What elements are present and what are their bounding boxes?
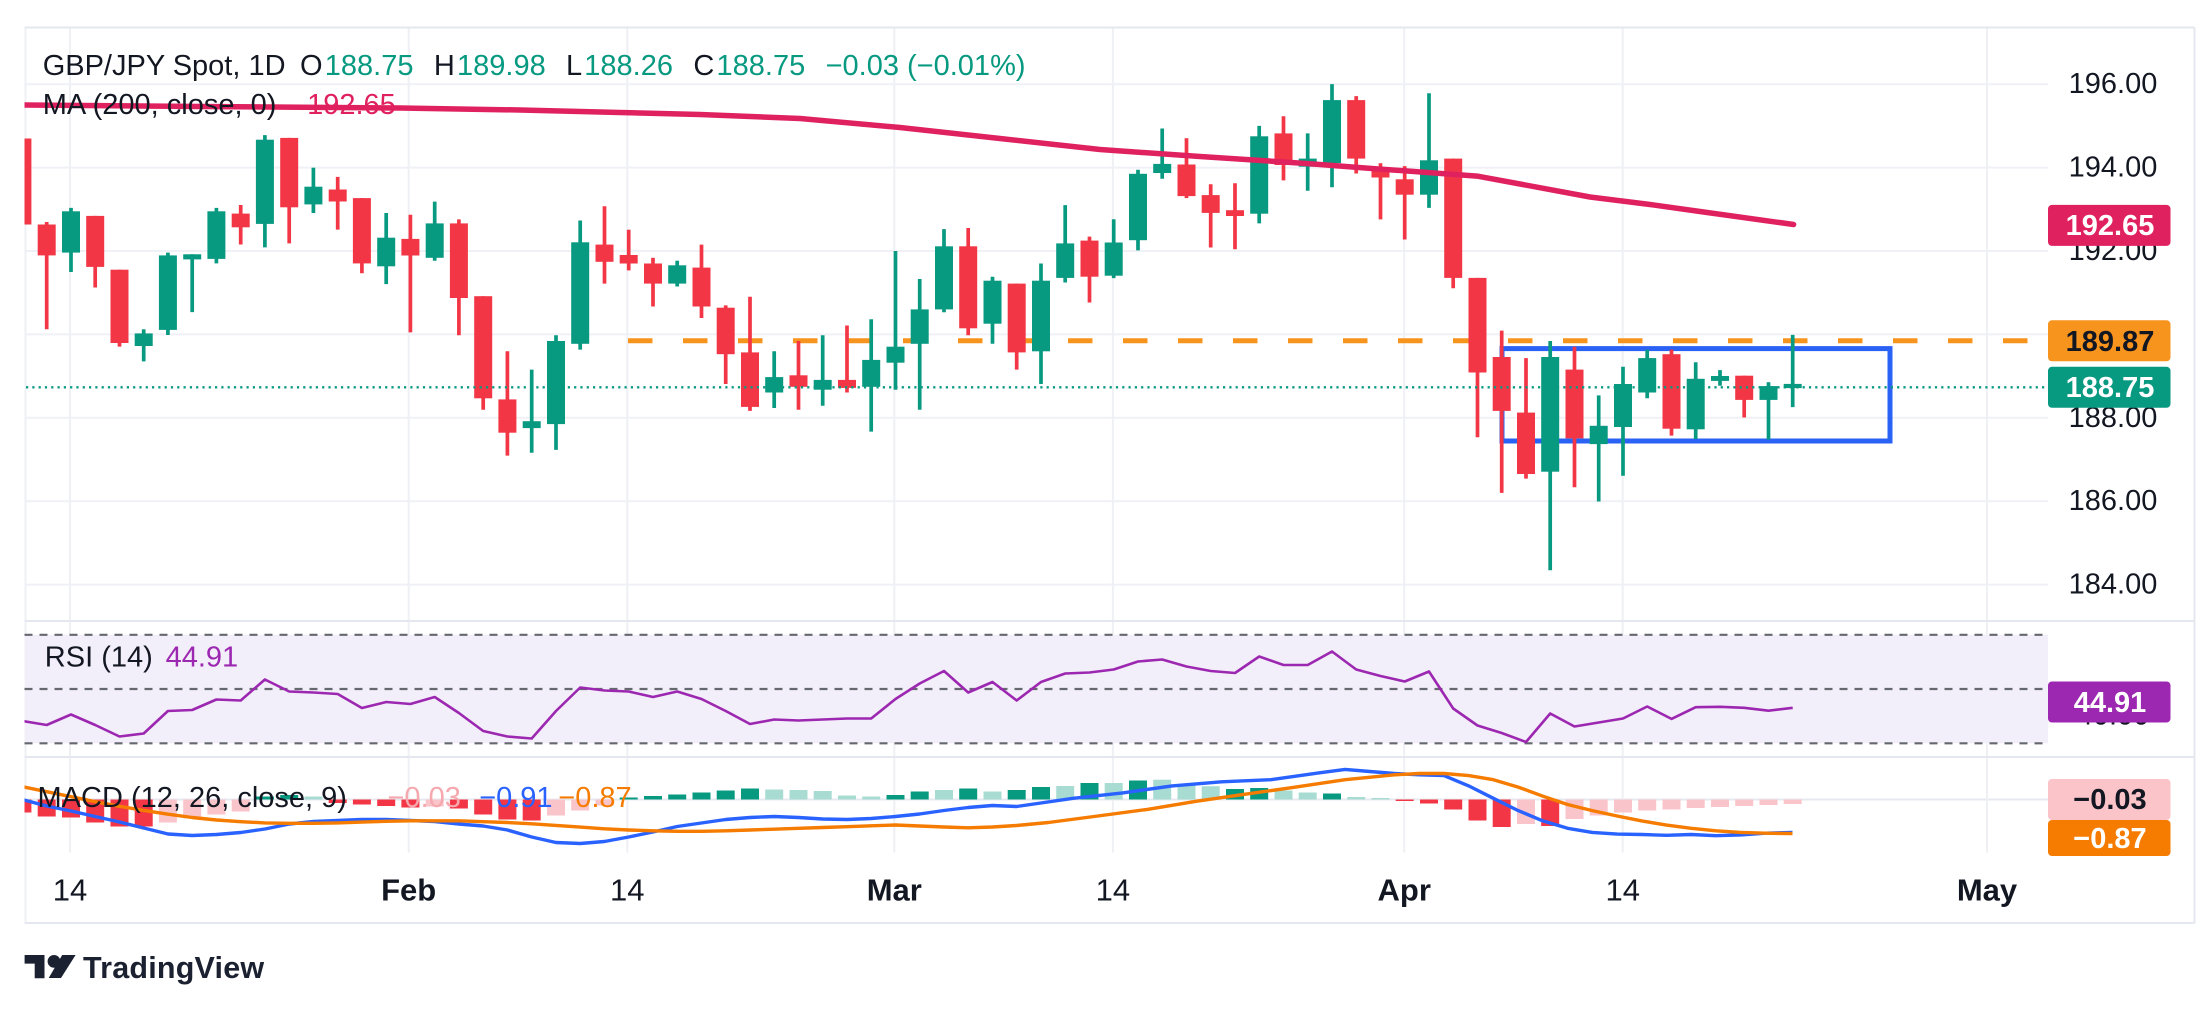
svg-text:RSI (14): RSI (14) (45, 642, 153, 674)
svg-text:14: 14 (53, 873, 87, 908)
svg-text:Apr: Apr (1378, 873, 1431, 908)
svg-text:189.87: 189.87 (2066, 326, 2155, 358)
svg-text:196.00: 196.00 (2069, 68, 2158, 100)
svg-text:186.00: 186.00 (2069, 485, 2158, 517)
svg-text:−0.87: −0.87 (2073, 823, 2146, 855)
svg-text:−0.87: −0.87 (558, 782, 631, 814)
svg-text:−0.03: −0.03 (388, 782, 461, 814)
svg-text:14: 14 (1605, 873, 1639, 908)
svg-text:Mar: Mar (867, 873, 922, 908)
svg-text:MACD (12, 26, close, 9): MACD (12, 26, close, 9) (38, 782, 347, 814)
svg-text:May: May (1957, 873, 2018, 908)
svg-text:−0.03 (−0.01%): −0.03 (−0.01%) (826, 50, 1026, 82)
svg-text:184.00: 184.00 (2069, 569, 2158, 601)
svg-text:188.26: 188.26 (584, 50, 673, 82)
svg-text:194.00: 194.00 (2069, 152, 2158, 184)
svg-text:MA (200, close, 0): MA (200, close, 0) (43, 89, 277, 121)
svg-text:188.75: 188.75 (717, 50, 806, 82)
svg-text:C: C (693, 50, 714, 82)
svg-text:O: O (300, 50, 323, 82)
svg-text:188.75: 188.75 (325, 50, 414, 82)
svg-text:−0.91: −0.91 (479, 782, 552, 814)
svg-text:192.65: 192.65 (307, 89, 396, 121)
svg-text:TradingView: TradingView (83, 951, 264, 985)
svg-text:14: 14 (610, 873, 644, 908)
svg-text:−0.03: −0.03 (2073, 784, 2146, 816)
svg-text:192.65: 192.65 (2066, 210, 2155, 242)
svg-text:H: H (434, 50, 455, 82)
svg-text:188.75: 188.75 (2066, 372, 2155, 404)
svg-text:189.98: 189.98 (457, 50, 546, 82)
svg-text:GBP/JPY Spot, 1D: GBP/JPY Spot, 1D (43, 50, 286, 82)
svg-text:44.91: 44.91 (2074, 687, 2147, 719)
svg-text:14: 14 (1096, 873, 1130, 908)
svg-text:44.91: 44.91 (166, 642, 239, 674)
svg-text:L: L (566, 50, 582, 82)
svg-text:Feb: Feb (381, 873, 436, 908)
